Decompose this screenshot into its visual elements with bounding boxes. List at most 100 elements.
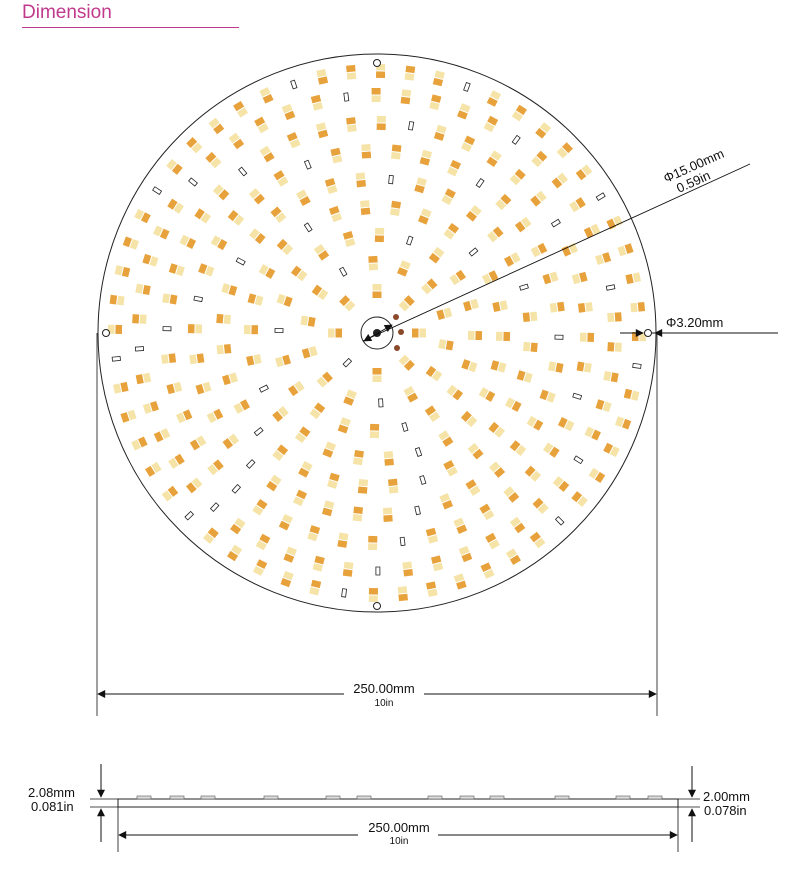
led-chip <box>425 581 438 597</box>
led-chip <box>439 493 454 510</box>
led-chip <box>397 260 411 277</box>
led-chip <box>311 284 329 301</box>
led-chip <box>421 278 438 295</box>
led-chip <box>376 115 386 131</box>
center-hole-arrow <box>363 324 393 342</box>
led-chip <box>342 561 354 577</box>
resistor-chip <box>632 362 642 369</box>
led-chip <box>461 359 478 373</box>
led-chip <box>530 242 548 258</box>
led-chip <box>485 532 500 550</box>
led-chip <box>294 426 311 444</box>
led-chip <box>487 226 504 243</box>
led-chip <box>607 342 622 352</box>
led-chip <box>372 368 382 382</box>
led-chip <box>478 387 496 402</box>
led-chip <box>556 142 573 159</box>
led-chip <box>161 485 179 502</box>
led-chip <box>425 527 439 544</box>
led-chip <box>316 69 329 85</box>
led-chip <box>221 283 238 296</box>
led-chip <box>371 87 381 103</box>
led-chip <box>505 397 522 412</box>
led-chip <box>419 149 433 166</box>
side-led-chip <box>325 795 341 800</box>
led-chip <box>296 189 311 206</box>
led-chip <box>571 271 588 285</box>
led-chip <box>542 271 559 285</box>
led-chip <box>309 579 322 596</box>
led-chip <box>259 87 274 104</box>
led-chip <box>357 479 369 494</box>
led-chip <box>429 94 442 111</box>
led-chip <box>322 441 337 458</box>
led-chip <box>503 486 520 503</box>
led-chip <box>254 116 269 134</box>
led-chip <box>532 497 549 515</box>
led-chip <box>607 312 622 323</box>
led-chip <box>315 122 329 139</box>
led-chip <box>135 372 152 385</box>
led-chip <box>346 117 357 133</box>
led-chip <box>243 324 259 335</box>
led-chip <box>166 158 183 175</box>
led-chip <box>438 339 454 351</box>
led-chip <box>576 361 592 373</box>
led-chip <box>483 115 499 133</box>
resistor-chip <box>238 166 248 177</box>
led-chip <box>398 354 415 371</box>
led-chip <box>458 545 473 563</box>
left-thickness-in-label: 0.081in <box>31 799 74 814</box>
led-chip <box>441 188 456 205</box>
led-chip <box>278 513 293 531</box>
resistor-chip <box>253 426 264 437</box>
led-chip <box>187 324 203 334</box>
side-width-mm-label: 250.00mm <box>368 820 429 835</box>
led-chip <box>516 370 533 383</box>
led-chip <box>614 416 632 430</box>
mount-hole-right <box>644 329 652 337</box>
led-chip <box>488 421 505 438</box>
led-chip <box>467 330 483 341</box>
resistor-chip <box>290 79 298 90</box>
led-chip <box>583 223 601 238</box>
led-chip <box>368 587 378 603</box>
led-chip <box>398 295 415 312</box>
led-chip <box>233 399 250 414</box>
led-chip <box>283 546 297 563</box>
led-chip <box>402 561 414 577</box>
resistor-chip <box>338 266 348 277</box>
led-chip <box>153 428 171 443</box>
led-chip <box>539 389 556 403</box>
resistor-chip <box>605 284 616 291</box>
led-chip <box>216 343 232 355</box>
resistor-chip <box>408 121 415 131</box>
led-chip <box>249 228 266 245</box>
led-chip <box>530 190 547 207</box>
led-chip <box>397 586 408 602</box>
led-chip <box>465 479 481 496</box>
led-chip <box>328 328 342 338</box>
led-chip <box>324 177 338 195</box>
led-chip <box>131 436 148 451</box>
led-chip <box>194 208 212 224</box>
led-chip <box>327 472 340 489</box>
led-chip <box>290 265 308 282</box>
led-chip <box>374 227 385 243</box>
led-chip <box>179 234 197 249</box>
led-chip <box>412 328 426 338</box>
resistor-chip <box>342 357 353 368</box>
led-chip <box>383 451 394 466</box>
led-chip <box>252 559 268 576</box>
led-chip <box>153 225 170 240</box>
side-led-chip <box>169 795 185 800</box>
resistor-chip <box>414 505 421 516</box>
led-chip <box>511 104 527 122</box>
led-chip <box>417 208 432 225</box>
led-chip <box>109 294 125 306</box>
resistor-chip <box>511 134 521 145</box>
led-chip <box>168 453 185 469</box>
led-chip <box>346 64 357 80</box>
resistor-chip <box>162 326 172 332</box>
